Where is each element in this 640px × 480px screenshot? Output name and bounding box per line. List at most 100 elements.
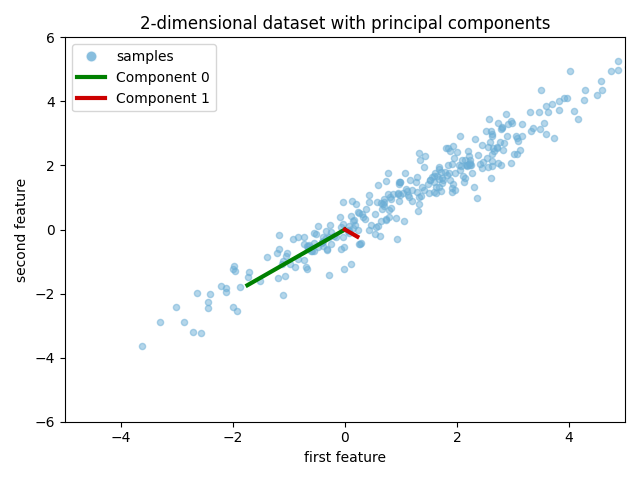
samples xyxy=(308,247,319,255)
Title: 2-dimensional dataset with principal components: 2-dimensional dataset with principal com… xyxy=(140,15,550,33)
samples xyxy=(495,125,506,133)
samples xyxy=(365,221,376,228)
samples xyxy=(317,239,327,247)
samples xyxy=(360,205,371,213)
samples xyxy=(487,132,497,140)
samples xyxy=(376,200,387,207)
samples xyxy=(229,262,239,270)
samples xyxy=(235,283,245,291)
samples xyxy=(443,161,453,168)
samples xyxy=(407,186,417,193)
samples xyxy=(396,192,406,199)
samples xyxy=(372,198,382,206)
samples xyxy=(388,191,399,198)
samples xyxy=(540,102,550,110)
samples xyxy=(412,189,422,196)
samples xyxy=(244,268,254,276)
samples xyxy=(378,198,388,205)
samples xyxy=(288,235,298,243)
samples xyxy=(370,230,380,238)
samples xyxy=(455,132,465,140)
samples xyxy=(285,260,295,267)
samples xyxy=(458,172,468,180)
samples xyxy=(373,222,383,230)
samples xyxy=(431,172,442,180)
samples xyxy=(303,242,314,250)
samples xyxy=(458,178,468,186)
samples xyxy=(547,101,557,108)
samples xyxy=(428,179,438,186)
samples xyxy=(331,233,341,240)
samples xyxy=(357,210,367,218)
samples xyxy=(592,91,602,99)
samples xyxy=(613,57,623,65)
samples xyxy=(307,247,317,254)
samples xyxy=(417,183,427,191)
samples xyxy=(541,130,551,138)
samples xyxy=(313,243,323,251)
samples xyxy=(344,227,354,234)
samples xyxy=(596,78,606,85)
samples xyxy=(424,176,435,183)
samples xyxy=(354,209,364,216)
samples xyxy=(419,163,429,170)
samples xyxy=(358,213,369,221)
samples xyxy=(455,167,465,174)
samples xyxy=(299,240,309,248)
samples xyxy=(385,193,395,201)
samples xyxy=(203,299,213,306)
samples xyxy=(415,156,425,164)
samples xyxy=(281,252,291,260)
samples xyxy=(335,214,345,221)
samples xyxy=(326,228,336,235)
samples xyxy=(506,159,516,167)
samples xyxy=(613,66,623,73)
samples xyxy=(394,180,404,188)
samples xyxy=(497,123,507,131)
samples xyxy=(221,288,231,296)
samples xyxy=(221,284,231,292)
samples xyxy=(492,159,502,167)
samples xyxy=(435,165,445,172)
samples xyxy=(484,115,495,123)
samples xyxy=(292,233,303,241)
samples xyxy=(364,226,374,233)
samples xyxy=(273,274,284,281)
samples xyxy=(290,263,300,271)
samples xyxy=(495,161,506,169)
samples xyxy=(511,150,522,157)
samples xyxy=(419,186,429,193)
samples xyxy=(379,202,389,210)
samples xyxy=(573,115,583,123)
samples xyxy=(360,215,370,223)
samples xyxy=(506,117,516,124)
samples xyxy=(395,178,405,186)
samples xyxy=(303,245,314,253)
samples xyxy=(232,307,242,314)
samples xyxy=(449,154,459,161)
samples xyxy=(626,77,636,84)
samples xyxy=(503,120,513,128)
samples xyxy=(481,128,492,135)
samples xyxy=(228,265,238,273)
samples xyxy=(452,148,462,156)
samples xyxy=(447,184,458,192)
samples xyxy=(486,174,496,182)
samples xyxy=(431,189,441,197)
samples xyxy=(460,174,470,182)
samples xyxy=(450,186,460,193)
samples xyxy=(343,227,353,235)
samples xyxy=(507,119,517,127)
samples xyxy=(526,128,536,135)
samples xyxy=(336,223,346,231)
samples xyxy=(472,194,482,202)
samples xyxy=(438,176,449,183)
samples xyxy=(433,183,444,191)
samples xyxy=(462,161,472,169)
samples xyxy=(262,253,273,261)
samples xyxy=(436,187,446,195)
samples xyxy=(478,158,488,166)
samples xyxy=(428,173,438,181)
samples xyxy=(454,161,464,169)
samples xyxy=(436,179,447,186)
